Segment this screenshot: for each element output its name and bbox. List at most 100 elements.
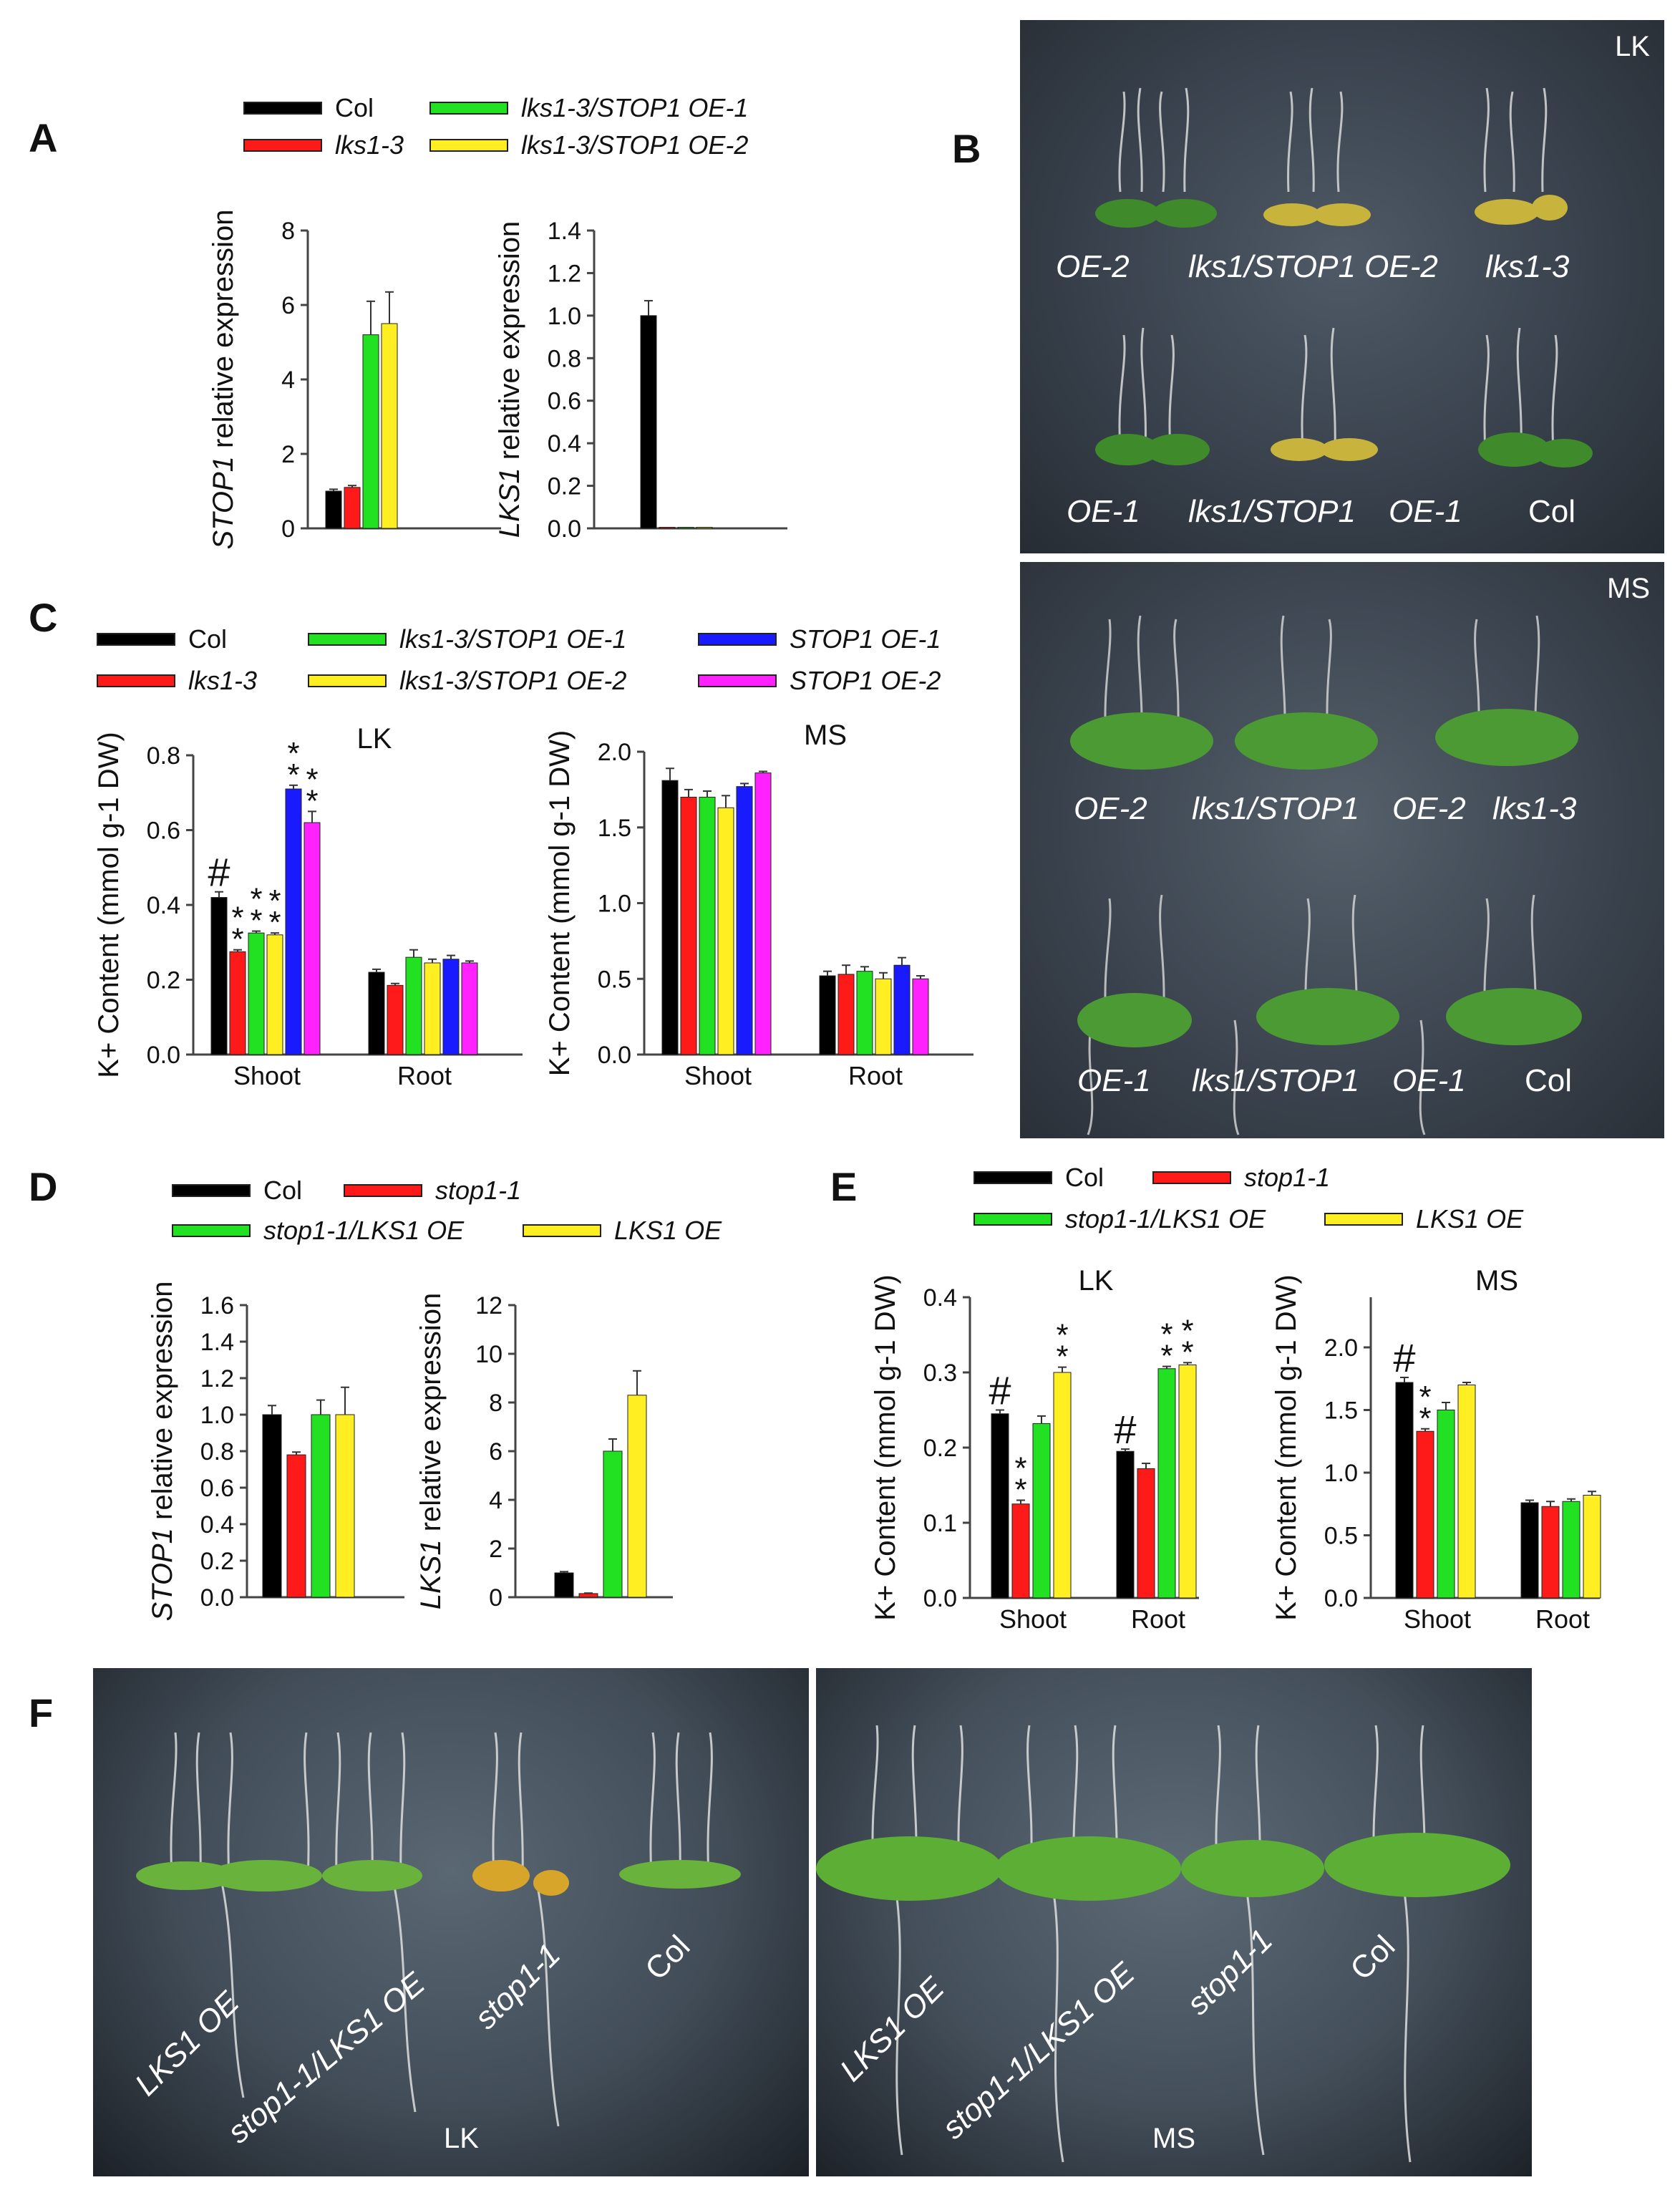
y-axis-label: K+ Content (mmol g-1 DW) [93,732,125,1077]
legend-label: stop1-1/LKS1 OE [263,1216,465,1245]
y-tick-label: 0.0 [1324,1585,1358,1612]
legend-item: Col [243,93,374,123]
legend-item: lks1-3/STOP1 OE-1 [429,93,748,123]
significance-star: * [231,901,243,936]
y-axis-label: STOP1 relative expression [208,209,239,549]
legend-label: lks1-3 [335,130,404,160]
legend-label: lks1-3/STOP1 OE-2 [521,130,749,160]
significance-star: * [287,757,299,793]
bar [405,956,422,1055]
legend-item: Col [973,1163,1104,1193]
bar [229,951,246,1055]
significance-hash: # [989,1368,1011,1413]
bar [736,786,753,1055]
legend-label: LKS1 OE [1416,1204,1524,1234]
significance-hash: # [208,850,230,895]
y-tick-label: 1.4 [200,1329,234,1356]
bar [661,780,679,1055]
bar [210,897,228,1055]
bar [754,772,772,1055]
y-tick-label: 1.0 [1324,1460,1358,1487]
legend-swatch [1324,1213,1403,1226]
bar [1178,1365,1197,1599]
legend-label: lks1-3/STOP1 OE-1 [399,624,627,654]
significance-star: * [250,882,262,917]
legend-label: lks1-3 [188,666,258,695]
bar [1437,1410,1455,1599]
photo-label: lks1/STOP1 [1192,791,1359,826]
seedlings-illustration [136,1732,741,2127]
legend-swatch [172,1224,251,1237]
bar [442,959,460,1055]
y-tick-label: 0.3 [923,1360,957,1387]
y-tick-label: 0.2 [200,1548,234,1575]
legend-label: LKS1 OE [614,1216,722,1245]
bar [1157,1368,1176,1599]
legend-item: LKS1 OE [1324,1204,1523,1234]
y-tick-label: 0.6 [147,818,180,845]
photo-label: lks1-3 [1492,791,1577,826]
significance-hash: # [1114,1407,1136,1452]
y-tick-label: 2 [489,1536,502,1563]
bar [1457,1385,1476,1599]
bar [424,962,441,1055]
legend-swatch [97,633,175,646]
y-axis-label: K+ Content (mmol g-1 DW) [1271,1274,1302,1620]
y-tick-label: 6 [281,292,295,319]
legend-label: Col [335,93,374,122]
y-axis-label: LKS1 relative expression [494,221,525,538]
y-tick-label: 0.2 [147,967,180,994]
legend-item: stop1-1 [344,1176,521,1206]
y-tick-label: 0.8 [200,1438,234,1465]
chart-title: MS [804,719,847,751]
y-tick-label: 0.0 [147,1042,180,1069]
photo-label: lks1/STOP1 [1192,1063,1359,1098]
significance-star: * [1181,1313,1193,1348]
y-tick-label: 0.2 [548,473,581,500]
bar [248,932,265,1055]
legend-swatch [97,674,175,687]
significance-star: * [1181,1334,1193,1370]
legend-swatch [698,633,777,646]
bar [680,796,697,1055]
photo-label: OE-2 [1056,249,1130,284]
significance-star: * [1056,1318,1068,1353]
legend-item: lks1-3 [97,666,257,696]
significance-star: * [1014,1473,1026,1508]
y-tick-label: 0.6 [548,388,581,415]
legend-label: lks1-3/STOP1 OE-1 [521,93,749,122]
photo-tag: MS [1152,2123,1195,2154]
y-tick-label: 8 [281,218,295,245]
photo-label: lks1/STOP1 [1188,494,1356,529]
significance-star: * [250,903,262,939]
legend-label: stop1-1 [435,1176,522,1205]
y-tick-label: 0.8 [548,345,581,372]
legend-swatch [698,674,777,687]
y-tick-label: 1.0 [200,1402,234,1429]
y-tick-label: 0.6 [200,1475,234,1502]
y-tick-label: 0.0 [923,1585,957,1612]
category-label: Shoot [1404,1604,1471,1634]
y-tick-label: 0.0 [598,1042,631,1069]
y-tick-label: 1.5 [598,815,631,842]
y-tick-label: 0.0 [548,515,581,543]
y-tick-label: 12 [475,1292,502,1319]
y-tick-label: 6 [489,1438,502,1465]
photo-label: OE-1 [1067,494,1140,529]
legend-swatch [523,1224,601,1237]
bar [344,487,361,529]
photo-label: lks1-3 [1485,249,1570,284]
bar [1053,1372,1072,1599]
bar [912,978,929,1055]
bar [325,490,342,529]
y-tick-label: 0.4 [200,1511,234,1539]
legend-label: stop1-1 [1244,1163,1331,1192]
y-tick-label: 0.4 [147,892,180,919]
photo-label: OE-1 [1392,1063,1466,1098]
legend-swatch [243,102,322,115]
bar [362,334,379,529]
bar [1032,1423,1051,1599]
legend-item: stop1-1 [1152,1163,1330,1193]
bar [1137,1468,1155,1599]
photo-tag: LK [444,2123,479,2154]
